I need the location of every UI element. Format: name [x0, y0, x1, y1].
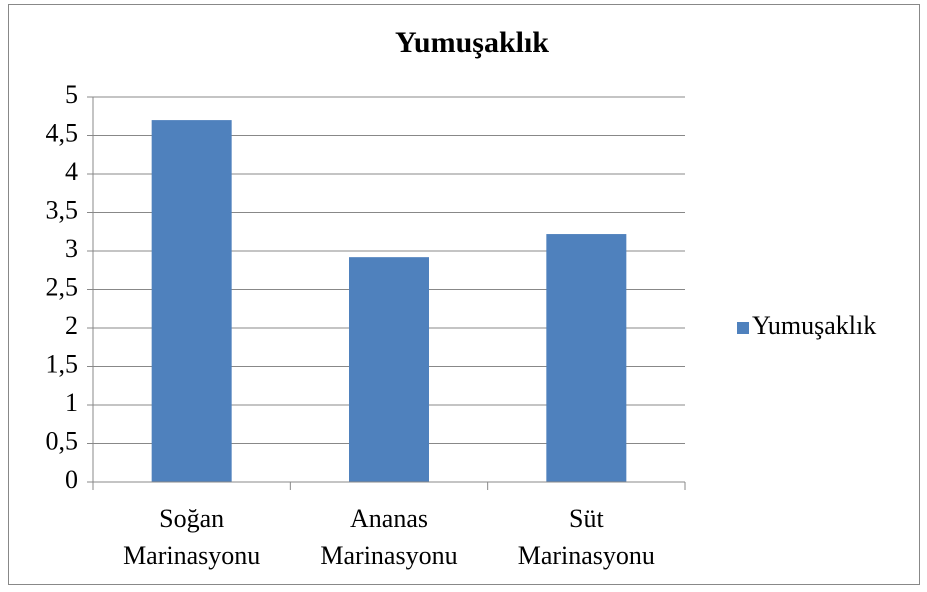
y-tick-label: 5	[65, 80, 78, 109]
y-tick-label: 0,5	[46, 426, 79, 455]
y-tick-label: 3	[65, 234, 78, 263]
x-tick-label: Ananas Marinasyonu	[320, 504, 457, 570]
bar	[546, 234, 627, 482]
chart-title: Yumuşaklık	[395, 26, 549, 59]
y-tick-label: 0	[65, 465, 78, 494]
y-tick-label: 3,5	[46, 195, 79, 224]
y-tick-label: 4	[65, 157, 78, 186]
bar	[151, 120, 232, 482]
legend-label: Yumuşaklık	[752, 311, 876, 340]
chart-border	[8, 4, 920, 585]
y-tick-label: 2	[65, 311, 78, 340]
y-tick-label: 4,5	[46, 118, 79, 147]
y-tick-label: 1	[65, 388, 78, 417]
y-tick-label: 2,5	[46, 272, 79, 301]
legend-swatch	[737, 322, 749, 334]
x-tick-label: Soğan Marinasyonu	[123, 504, 260, 570]
x-tick-label: Süt Marinasyonu	[518, 504, 655, 570]
y-tick-label: 1,5	[46, 349, 79, 378]
bar	[349, 257, 429, 482]
